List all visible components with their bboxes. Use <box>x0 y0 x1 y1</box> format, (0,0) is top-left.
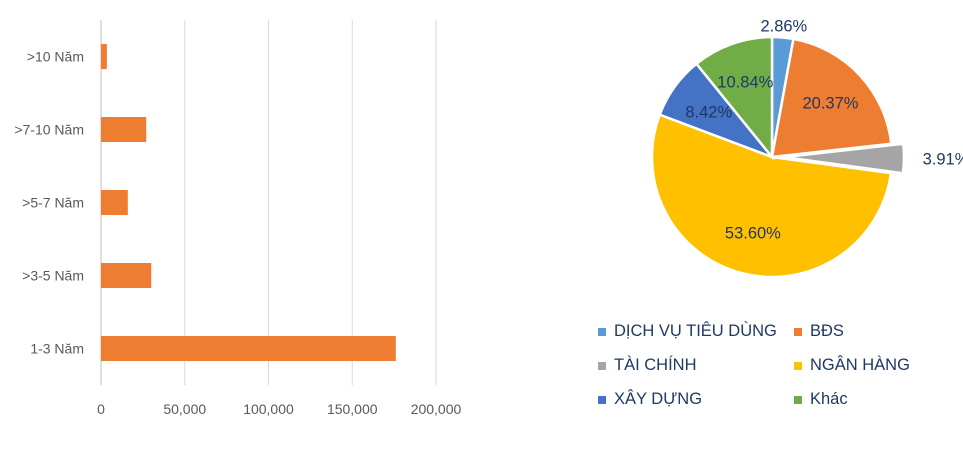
legend-item: NGÂN HÀNG <box>794 356 910 375</box>
pie-slice <box>650 113 893 279</box>
legend-label: TÀI CHÍNH <box>614 356 697 374</box>
pie-chart: 2.86% 20.37% 3.91% 53.60% 8.42% 10.84% <box>650 18 963 279</box>
category-label: 1-3 Năm <box>30 341 84 357</box>
category-label: >3-5 Năm <box>22 268 84 284</box>
slice-data-label: 3.91% <box>923 151 963 169</box>
bar <box>101 117 147 142</box>
legend-label: XÂY DỰNG <box>614 390 703 408</box>
legend-item: Khác <box>794 390 848 409</box>
slice-data-label: 20.37% <box>802 94 858 112</box>
slice-data-label: 10.84% <box>717 74 773 92</box>
legend-item: BĐS <box>794 322 844 341</box>
bar <box>101 336 396 361</box>
legend-swatch <box>598 395 606 404</box>
legend-swatch <box>598 327 606 336</box>
legend-item: TÀI CHÍNH <box>598 356 697 375</box>
slice-data-label: 2.86% <box>760 18 807 36</box>
legend-swatch <box>794 395 802 404</box>
x-tick-label: 200,000 <box>411 401 462 417</box>
legend-swatch <box>794 327 802 336</box>
bar <box>101 190 128 215</box>
slice-data-label: 8.42% <box>685 103 732 121</box>
category-label: >7-10 Năm <box>14 122 84 138</box>
category-label: >10 Năm <box>27 49 84 65</box>
legend-item: DỊCH VỤ TIÊU DÙNG <box>598 322 777 341</box>
pie-slice <box>783 142 906 175</box>
legend-label: NGÂN HÀNG <box>810 356 910 374</box>
legend-label: DỊCH VỤ TIÊU DÙNG <box>614 322 777 340</box>
x-tick-label: 50,000 <box>163 401 206 417</box>
bar <box>101 263 152 288</box>
x-tick-label: 0 <box>97 401 105 417</box>
legend-label: Khác <box>810 390 848 408</box>
x-tick-label: 150,000 <box>327 401 378 417</box>
bar-chart: 0 50,000 100,000 150,000 200,000 >10 Năm >7-10… <box>14 20 462 417</box>
legend-item: XÂY DỰNG <box>598 390 702 409</box>
pie-slice <box>694 35 774 161</box>
category-label: >5-7 Năm <box>22 195 84 211</box>
legend-swatch <box>794 361 802 370</box>
x-tick-label: 100,000 <box>243 401 294 417</box>
slice-data-label: 53.60% <box>725 225 781 243</box>
pie-slice <box>770 37 893 159</box>
legend-label: BĐS <box>810 322 844 340</box>
bar <box>101 44 107 69</box>
legend-swatch <box>598 361 606 370</box>
